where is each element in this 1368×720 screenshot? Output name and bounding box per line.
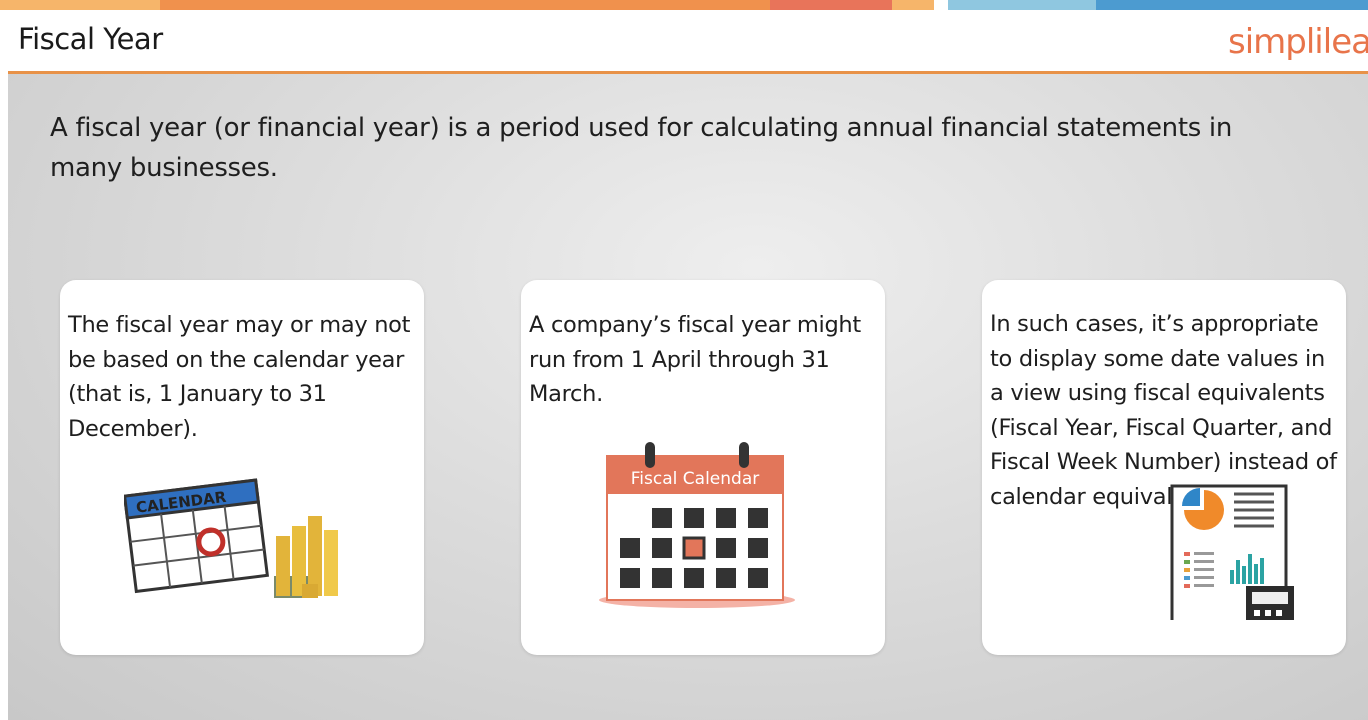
- header-divider: [8, 71, 1368, 74]
- info-card-calendar-year: The fiscal year may or may not be based …: [60, 280, 424, 655]
- svg-text:Fiscal Calendar: Fiscal Calendar: [631, 469, 759, 489]
- top-accent-bar: [0, 0, 1368, 10]
- card-text: A company’s fiscal year might run from 1…: [529, 312, 861, 407]
- brand-logo: simplilea: [1228, 22, 1368, 62]
- report-calculator-icon: [1170, 484, 1294, 620]
- slide-header: Fiscal Year simplilea: [8, 10, 1368, 72]
- fiscal-calendar-icon: Fiscal Calendar: [599, 442, 795, 608]
- intro-text: A fiscal year (or financial year) is a p…: [50, 113, 1233, 183]
- card-text: The fiscal year may or may not be based …: [68, 312, 411, 442]
- card-text: In such cases, it’s appropriate to displ…: [990, 307, 1342, 514]
- info-card-april-march: A company’s fiscal year might run from 1…: [521, 280, 885, 655]
- slide-body: A fiscal year (or financial year) is a p…: [8, 74, 1368, 720]
- info-card-fiscal-equivalents: In such cases, it’s appropriate to displ…: [982, 280, 1346, 655]
- slide-title: Fiscal Year: [18, 22, 163, 56]
- calendar-money-icon: CALENDAR: [124, 478, 338, 598]
- card-text-content: In such cases, it’s appropriate to displ…: [990, 311, 1337, 510]
